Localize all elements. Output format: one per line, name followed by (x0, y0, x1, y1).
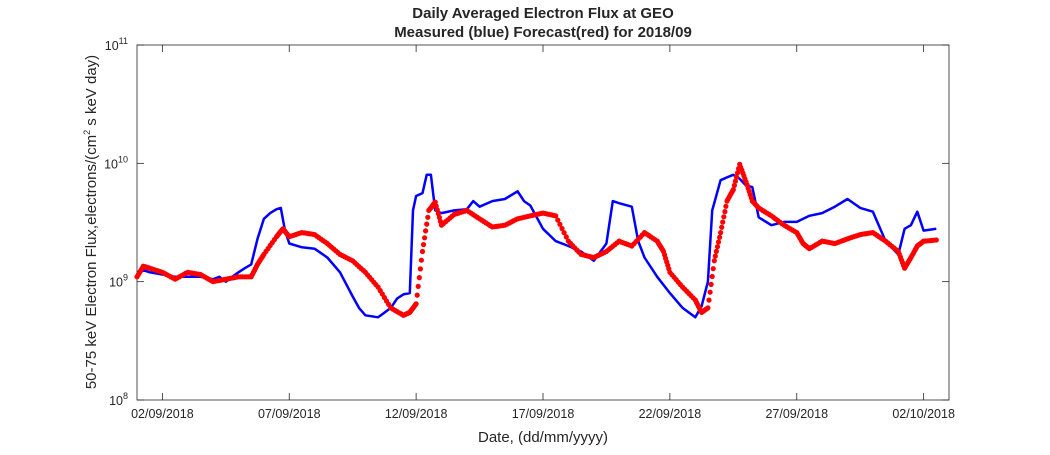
forecast-point (707, 289, 713, 295)
forecast-point (706, 297, 712, 303)
forecast-point (713, 248, 720, 254)
forecast-point (710, 266, 716, 272)
forecast-point (423, 228, 429, 234)
forecast-point (417, 266, 423, 272)
x-tick-label: 17/09/2018 (512, 407, 575, 421)
x-axis-label: Date, (dd/mm/yyyy) (478, 429, 608, 446)
forecast-point (723, 203, 729, 209)
chart-subtitle: Measured (blue) Forecast(red) for 2018/0… (394, 24, 692, 41)
y-tick-label: 1010 (104, 154, 128, 171)
forecast-point (422, 235, 428, 241)
plot-area-frame (136, 44, 950, 401)
forecast-point (709, 273, 715, 280)
x-tick-label: 22/09/2018 (639, 407, 702, 421)
forecast-point (559, 225, 565, 232)
forecast-point (720, 219, 726, 225)
y-tick-base: 10 (104, 157, 118, 171)
y-tick-base: 10 (109, 394, 123, 408)
forecast-point (718, 230, 724, 236)
y-axis-label-tail: s keV day) (83, 55, 100, 130)
forecast-point (420, 242, 427, 248)
x-tick-label: 12/09/2018 (385, 407, 448, 421)
forecast-point (731, 182, 738, 188)
forecast-point (721, 214, 727, 220)
forecast-point (557, 221, 563, 227)
forecast-point (708, 281, 714, 287)
forecast-point (712, 253, 718, 259)
forecast-point (415, 283, 421, 289)
y-axis-label-main: 50-75 keV Electron Flux,electrons/(cm (83, 135, 100, 389)
forecast-point (416, 275, 422, 281)
forecast-point (561, 230, 567, 236)
y-tick-exponent: 8 (123, 391, 128, 401)
forecast-point (436, 214, 442, 221)
forecast-point (719, 224, 725, 230)
forecast-point (933, 237, 939, 243)
forecast-point (717, 234, 723, 240)
x-tick-label: 27/09/2018 (765, 407, 828, 421)
forecast-point (734, 170, 741, 176)
series-layer (134, 161, 939, 319)
forecast-point (414, 292, 420, 298)
y-tick-label: 108 (109, 391, 128, 408)
forecast-point (413, 301, 419, 307)
y-tick-base: 10 (109, 276, 123, 290)
forecast-point (424, 221, 430, 227)
forecast-point (705, 305, 711, 311)
forecast-point (715, 239, 722, 245)
forecast-point (730, 187, 736, 193)
forecast-point (553, 213, 559, 219)
series-forecast (134, 161, 939, 318)
forecast-point (733, 174, 740, 180)
x-tick-label: 02/09/2018 (131, 407, 194, 421)
forecast-point (434, 207, 440, 213)
forecast-point (419, 248, 426, 255)
chart-title: Daily Averaged Electron Flux at GEO (412, 5, 674, 22)
forecast-point (555, 217, 561, 223)
y-axis-label: 50-75 keV Electron Flux,electrons/(cm2 s… (82, 55, 100, 389)
y-tick-exponent: 10 (118, 154, 128, 164)
y-tick-exponent: 11 (119, 36, 128, 46)
x-tick-label: 02/10/2018 (892, 407, 955, 421)
forecast-point (432, 199, 438, 205)
forecast-point (714, 244, 721, 250)
y-tick-label: 109 (109, 273, 128, 290)
forecast-point (425, 214, 431, 220)
forecast-point (711, 258, 717, 264)
x-tick-label: 07/09/2018 (258, 407, 321, 421)
y-tick-base: 10 (105, 39, 119, 53)
forecast-point (722, 209, 728, 215)
x-axis: 02/09/2018 07/09/2018 12/09/2018 17/09/2018… (131, 45, 955, 421)
forecast-point (563, 234, 569, 240)
y-tick-label: 1011 (105, 36, 128, 53)
forecast-point (732, 178, 739, 184)
series-line-measured (136, 173, 937, 319)
y-axis-label-superscript: 2 (82, 130, 92, 135)
forecast-point (418, 257, 424, 263)
y-tick-exponent: 9 (123, 273, 128, 283)
